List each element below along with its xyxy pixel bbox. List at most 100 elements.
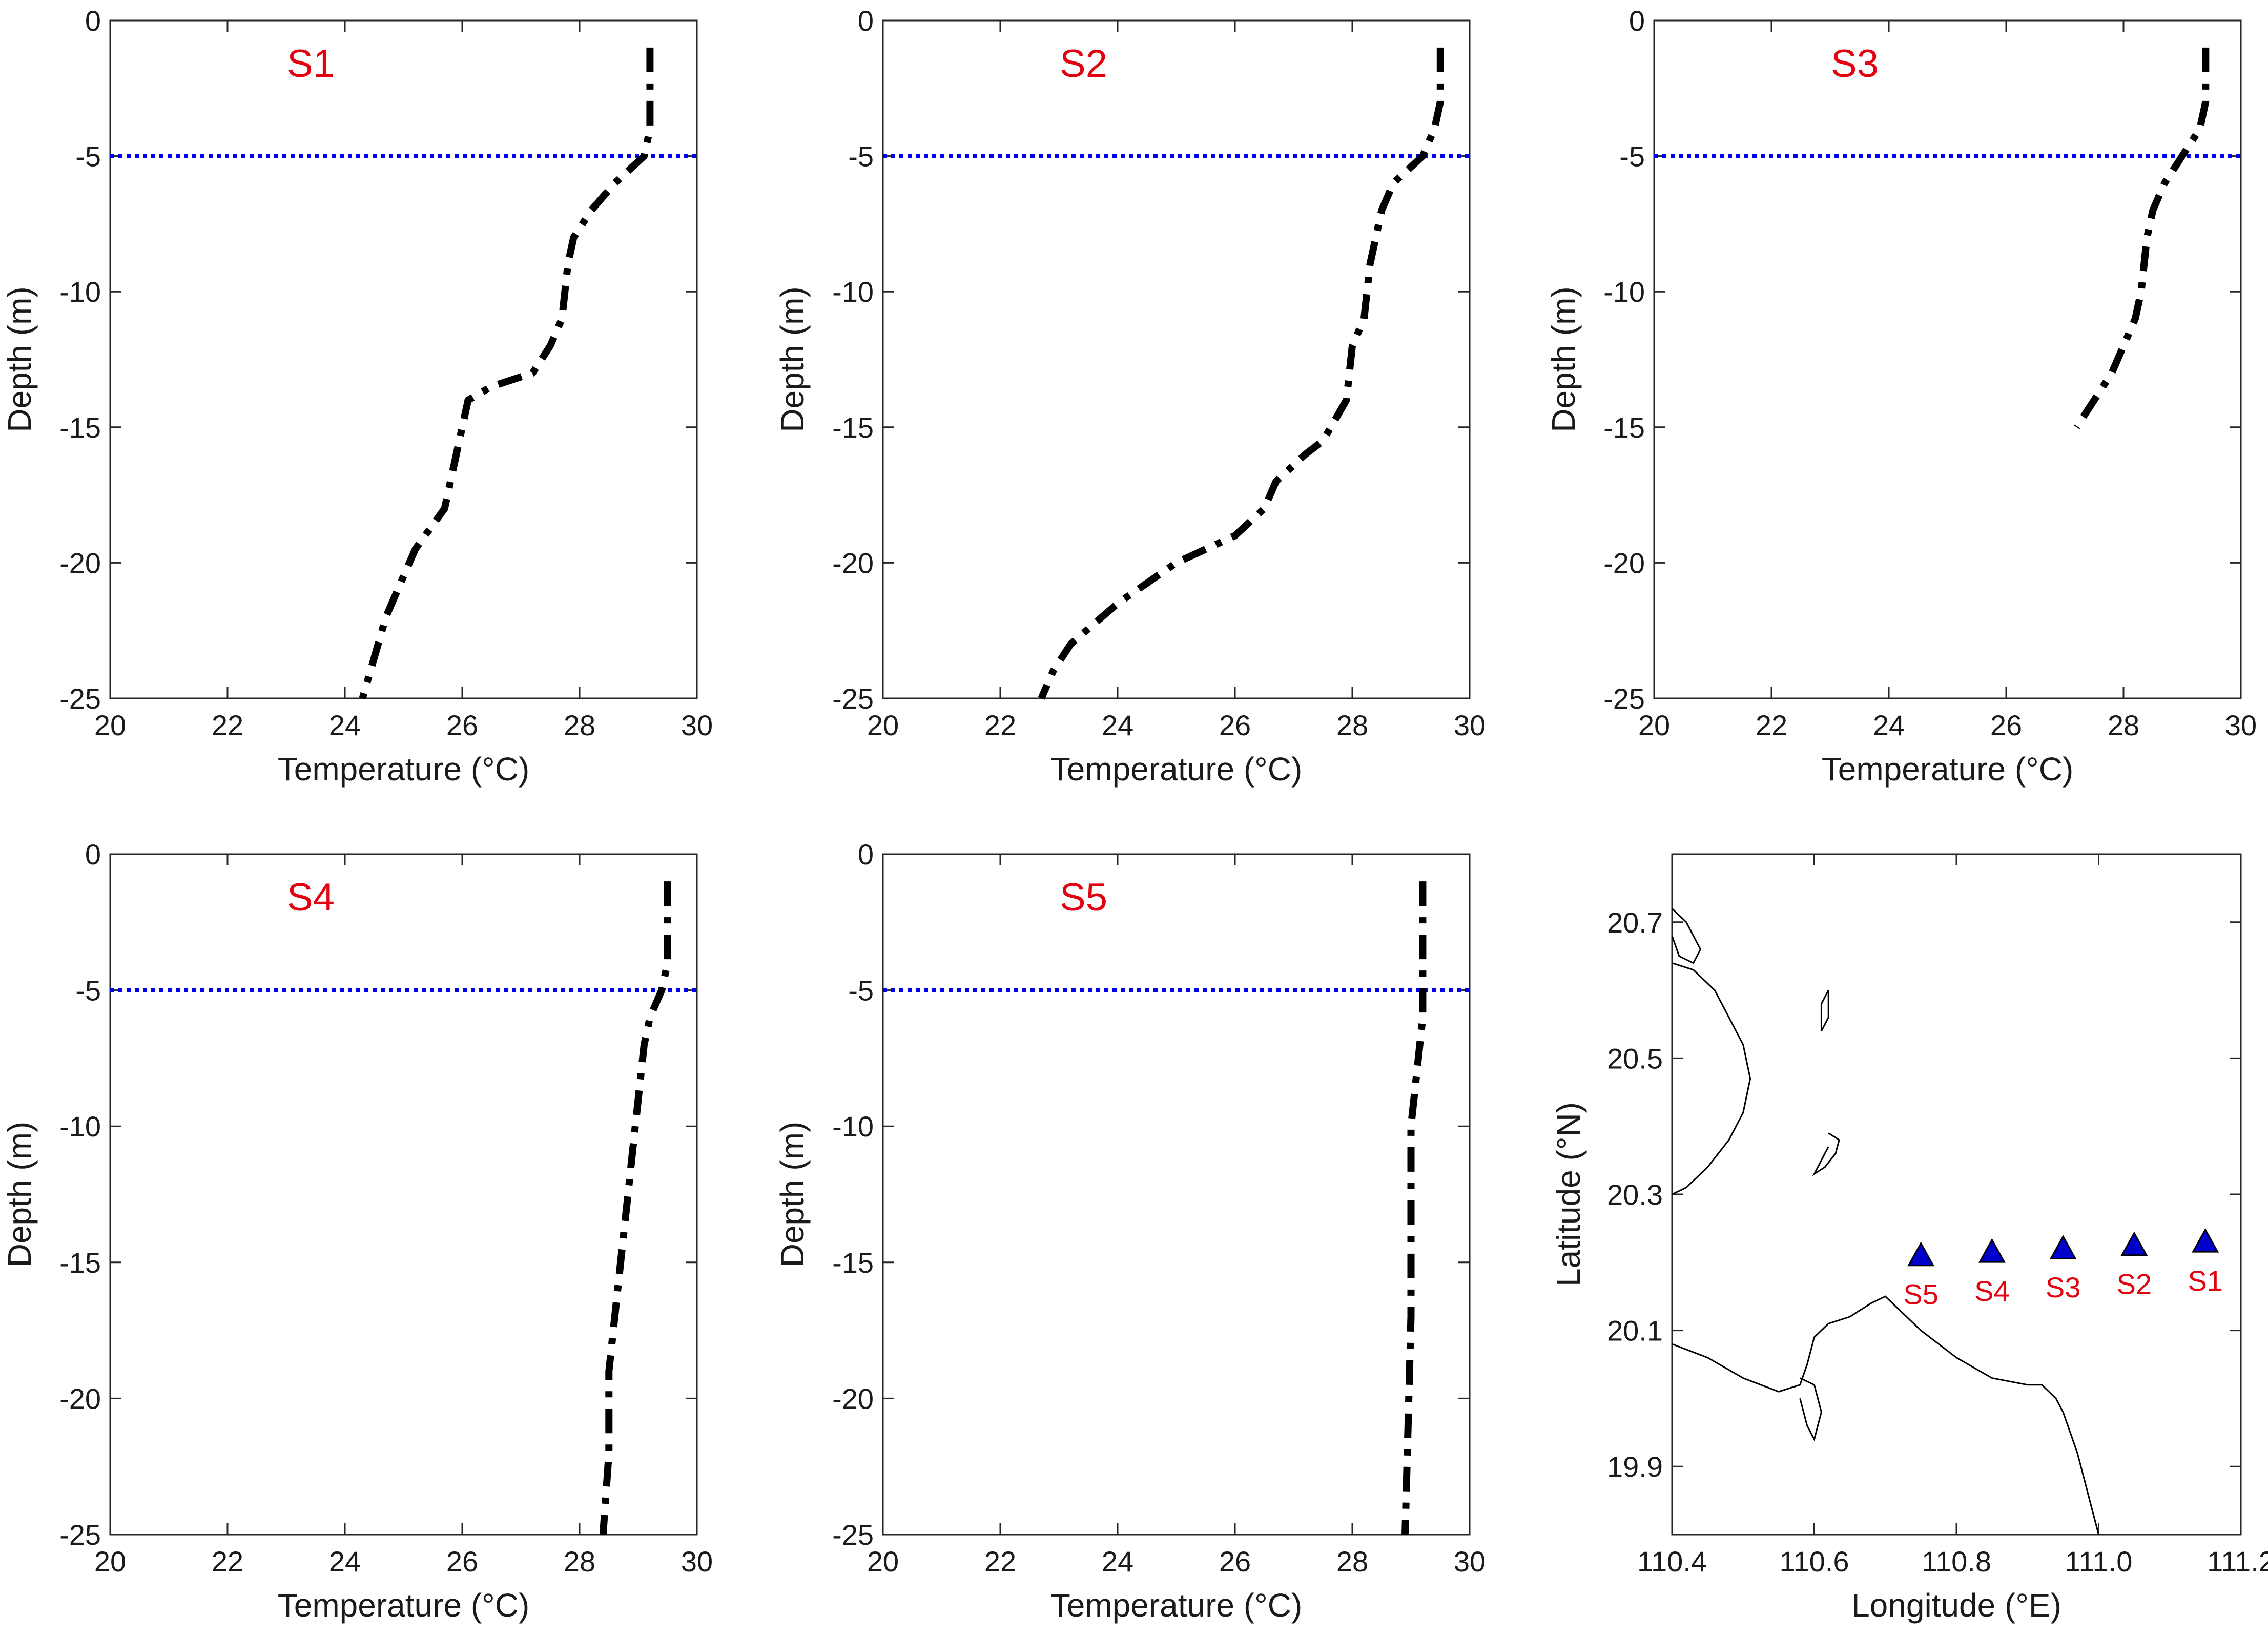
y-tick-label: -10	[832, 1110, 874, 1143]
y-axis-label: Latitude (°N)	[1550, 1102, 1587, 1287]
x-tick-label: 30	[2225, 709, 2257, 741]
axes-frame	[109, 19, 698, 699]
y-tick-label: -20	[832, 1382, 874, 1415]
y-tick-label: 20.1	[1607, 1315, 1663, 1347]
temperature-profile-line	[2073, 47, 2210, 429]
y-tick-label: 0	[858, 838, 874, 871]
panel-s3: 20 22 24 26 28 30 0 -5 -10 -15 -20 -25 Temperature (…	[1545, 5, 2257, 788]
y-tick-label: -25	[1603, 682, 1645, 715]
x-tick-label: 22	[984, 1545, 1016, 1578]
x-tick-label: 28	[2108, 709, 2139, 741]
y-axis-label: Depth (m)	[1, 286, 38, 432]
x-tick-label: 110.4	[1637, 1545, 1707, 1578]
x-tick-label: 26	[446, 709, 478, 741]
x-tick-label: 111.0	[2065, 1545, 2133, 1578]
y-tick-label: -10	[832, 276, 874, 308]
y-tick-label: 20.3	[1607, 1178, 1663, 1211]
y-tick-label: 0	[1629, 5, 1645, 37]
y-tick-label: 0	[858, 5, 874, 37]
y-tick-label: -5	[1619, 140, 1645, 173]
y-tick-label: -10	[1603, 276, 1645, 308]
y-tick-label: -25	[59, 1519, 101, 1551]
station-marker-s2	[2120, 1231, 2148, 1256]
station-label-s4: S4	[1974, 1275, 2010, 1307]
station-marker-s5	[1907, 1241, 1935, 1267]
y-tick-label: -10	[59, 1110, 101, 1143]
x-tick-label: 22	[212, 709, 243, 741]
x-tick-label: 22	[984, 709, 1016, 741]
x-tick-label: 110.6	[1780, 1545, 1849, 1578]
panel-label: S4	[287, 876, 335, 919]
y-axis-label: Depth (m)	[1, 1122, 38, 1268]
y-tick-label: -15	[832, 1247, 874, 1279]
station-label-s3: S3	[2046, 1271, 2081, 1303]
panel-s2: 20 22 24 26 28 30 0 -5 -10 -15 -20 -25 Temperature (…	[774, 5, 1486, 788]
panel-s5: 20 22 24 26 28 30 0 -5 -10 -15 -20 -25 Temperature (…	[774, 838, 1486, 1624]
x-tick-label: 20	[867, 709, 899, 741]
x-tick-label: 111.2	[2207, 1545, 2268, 1578]
y-tick-label: 20.7	[1607, 906, 1663, 939]
x-tick-label: 28	[564, 1545, 595, 1578]
x-axis-label: Temperature (°C)	[1050, 1587, 1303, 1624]
x-tick-label: 20	[94, 709, 126, 741]
x-tick-label: 30	[681, 709, 713, 741]
x-tick-label: 24	[1102, 1545, 1133, 1578]
x-tick-label: 24	[1873, 709, 1905, 741]
coastline	[1672, 962, 1751, 1195]
x-axis-label: Longitude (°E)	[1851, 1587, 2061, 1624]
temperature-profile-line	[1038, 47, 1444, 700]
station-marker-s1	[2192, 1228, 2219, 1253]
station-label-s2: S2	[2117, 1268, 2152, 1300]
x-tick-label: 30	[1454, 1545, 1486, 1578]
x-axis-label: Temperature (°C)	[1822, 751, 2074, 788]
x-axis-label: Temperature (°C)	[1050, 751, 1303, 788]
temperature-profile-line	[359, 47, 654, 699]
y-tick-label: -25	[59, 682, 101, 715]
axes-frame	[882, 19, 1471, 699]
x-tick-label: 30	[1454, 709, 1486, 741]
y-tick-label: -25	[832, 1519, 874, 1551]
x-tick-label: 26	[1219, 709, 1251, 741]
x-tick-label: 20	[1638, 709, 1670, 741]
y-tick-label: -20	[59, 547, 101, 579]
coastline	[1812, 1132, 1840, 1176]
x-tick-label: 26	[1990, 709, 2022, 741]
x-tick-label: 30	[681, 1545, 713, 1578]
x-tick-label: 22	[1756, 709, 1787, 741]
x-tick-label: 26	[446, 1545, 478, 1578]
x-tick-label: 22	[212, 1545, 243, 1578]
x-tick-label: 24	[329, 1545, 361, 1578]
y-tick-label: -20	[59, 1382, 101, 1415]
panel-label: S3	[1831, 42, 1879, 86]
y-tick-label: 0	[85, 5, 101, 37]
station-label-s5: S5	[1903, 1278, 1939, 1311]
station-marker-s4	[1978, 1238, 2006, 1263]
y-axis-label: Depth (m)	[774, 1122, 811, 1268]
axes-frame	[109, 853, 698, 1536]
y-tick-label: -15	[59, 411, 101, 444]
panel-map: 110.4 110.6 110.8 111.0 111.2 20.7 20.5 20.3 20.…	[1550, 853, 2268, 1624]
temperature-profile-line	[599, 881, 671, 1535]
x-tick-label: 26	[1219, 1545, 1251, 1578]
coastline	[1799, 1377, 1822, 1442]
coastline-group	[1672, 908, 2099, 1535]
x-axis-label: Temperature (°C)	[278, 751, 530, 788]
y-tick-label: -15	[59, 1247, 101, 1279]
panel-label: S5	[1060, 876, 1107, 919]
y-tick-label: -5	[848, 140, 874, 173]
x-tick-label: 28	[564, 709, 595, 741]
y-tick-label: 20.5	[1607, 1042, 1663, 1074]
x-tick-label: 20	[867, 1545, 899, 1578]
axes-frame	[1653, 19, 2242, 699]
x-axis-label: Temperature (°C)	[278, 1587, 530, 1624]
y-tick-label: 0	[85, 838, 101, 871]
y-tick-label: -20	[832, 547, 874, 579]
y-axis-label: Depth (m)	[1545, 286, 1582, 432]
y-tick-label: -20	[1603, 547, 1645, 579]
panel-label: S1	[287, 42, 335, 86]
station-label-s1: S1	[2188, 1265, 2223, 1297]
x-tick-label: 28	[1336, 709, 1368, 741]
coastline	[1672, 908, 1702, 964]
axes-frame	[882, 853, 1471, 1536]
